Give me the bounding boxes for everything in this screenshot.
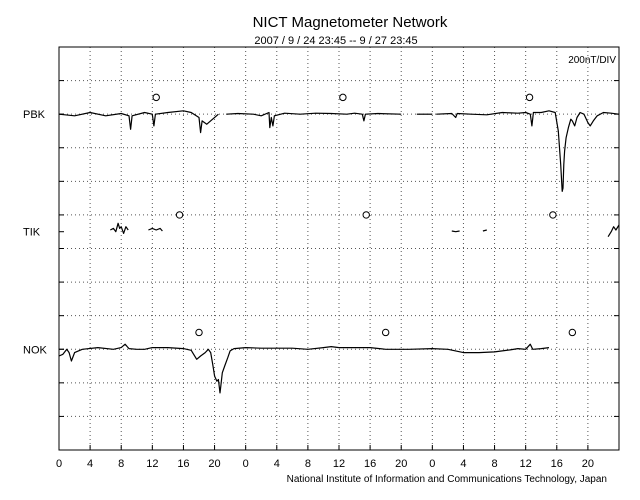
series-pbk: PBK <box>23 93 620 192</box>
series-segment <box>436 110 620 192</box>
series-segment <box>607 224 620 238</box>
x-tick-label: 16 <box>551 458 563 470</box>
x-tick-label: 20 <box>208 458 220 470</box>
x-tick-label: 16 <box>177 458 189 470</box>
series-segment <box>482 229 487 232</box>
x-tick-label: 0 <box>429 458 435 470</box>
series-segment <box>148 227 163 232</box>
grid-layer <box>59 47 619 450</box>
x-tick-label: 16 <box>364 458 376 470</box>
station-label: NOK <box>23 344 48 356</box>
x-tick-label: 12 <box>146 458 158 470</box>
series-segment <box>58 110 219 134</box>
local-noon-marker <box>152 93 160 102</box>
x-tick-label: 0 <box>243 458 249 470</box>
series-segment <box>451 230 460 233</box>
series-segment <box>110 222 129 234</box>
series-tik: TIK <box>23 211 620 239</box>
x-tick-label: 12 <box>333 458 345 470</box>
footer-credit: National Institute of Information and Co… <box>287 474 607 485</box>
x-tick-label: 8 <box>491 458 497 470</box>
x-tick-label: 20 <box>582 458 594 470</box>
x-tick-label: 12 <box>520 458 532 470</box>
x-tick-label: 4 <box>460 458 466 470</box>
scale-label: 200nT/DIV <box>568 55 616 66</box>
x-tick-label: 8 <box>118 458 124 470</box>
local-noon-marker <box>525 93 534 102</box>
local-noon-marker <box>549 211 557 219</box>
chart-subtitle: 2007 / 9 / 24 23:45 -- 9 / 27 23:45 <box>254 35 417 47</box>
x-tick-label: 0 <box>56 458 62 470</box>
series-segment <box>58 343 550 394</box>
x-tick-label: 4 <box>87 458 93 470</box>
series-nok: NOK <box>23 328 577 394</box>
x-tick-label: 4 <box>274 458 280 470</box>
local-noon-marker <box>175 211 184 219</box>
local-noon-marker <box>568 328 577 337</box>
series-layer: PBK TIK NOK <box>23 93 620 394</box>
station-label: TIK <box>23 227 41 239</box>
local-noon-marker <box>362 211 370 219</box>
local-noon-marker <box>381 328 390 337</box>
x-tick-label: 8 <box>305 458 311 470</box>
x-tick-label: 20 <box>395 458 407 470</box>
x-axis: 0 4 8 12 16 20 0 4 8 12 16 20 0 4 8 12 16 20 <box>56 80 619 470</box>
series-segment <box>226 111 402 129</box>
local-noon-marker <box>195 328 203 337</box>
local-noon-marker <box>339 93 347 102</box>
chart-title: NICT Magnetometer Network <box>253 14 448 31</box>
station-label: PBK <box>23 109 46 121</box>
